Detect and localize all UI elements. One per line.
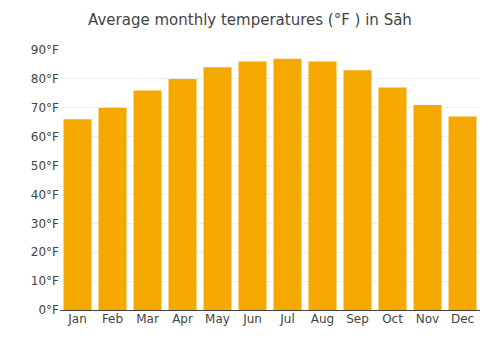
svg-text:Jul: Jul <box>279 312 294 326</box>
svg-text:Mar: Mar <box>136 312 159 326</box>
svg-text:Average monthly temperatures (: Average monthly temperatures (°F ) in Sā… <box>88 11 412 29</box>
svg-text:Dec: Dec <box>451 312 474 326</box>
svg-text:10°F: 10°F <box>31 274 59 288</box>
svg-text:Jan: Jan <box>67 312 87 326</box>
svg-text:60°F: 60°F <box>31 130 59 144</box>
svg-text:Feb: Feb <box>102 312 123 326</box>
svg-text:30°F: 30°F <box>31 217 59 231</box>
svg-text:70°F: 70°F <box>31 101 59 115</box>
svg-text:Nov: Nov <box>416 312 439 326</box>
svg-text:50°F: 50°F <box>31 159 59 173</box>
svg-text:90°F: 90°F <box>31 43 59 57</box>
svg-text:40°F: 40°F <box>31 188 59 202</box>
svg-text:0°F: 0°F <box>38 303 59 317</box>
svg-text:Aug: Aug <box>311 312 334 326</box>
svg-text:80°F: 80°F <box>31 72 59 86</box>
svg-text:Sep: Sep <box>346 312 369 326</box>
svg-text:Oct: Oct <box>382 312 403 326</box>
svg-text:20°F: 20°F <box>31 245 59 259</box>
svg-text:Apr: Apr <box>172 312 193 326</box>
svg-text:May: May <box>205 312 230 326</box>
svg-text:Jun: Jun <box>242 312 262 326</box>
